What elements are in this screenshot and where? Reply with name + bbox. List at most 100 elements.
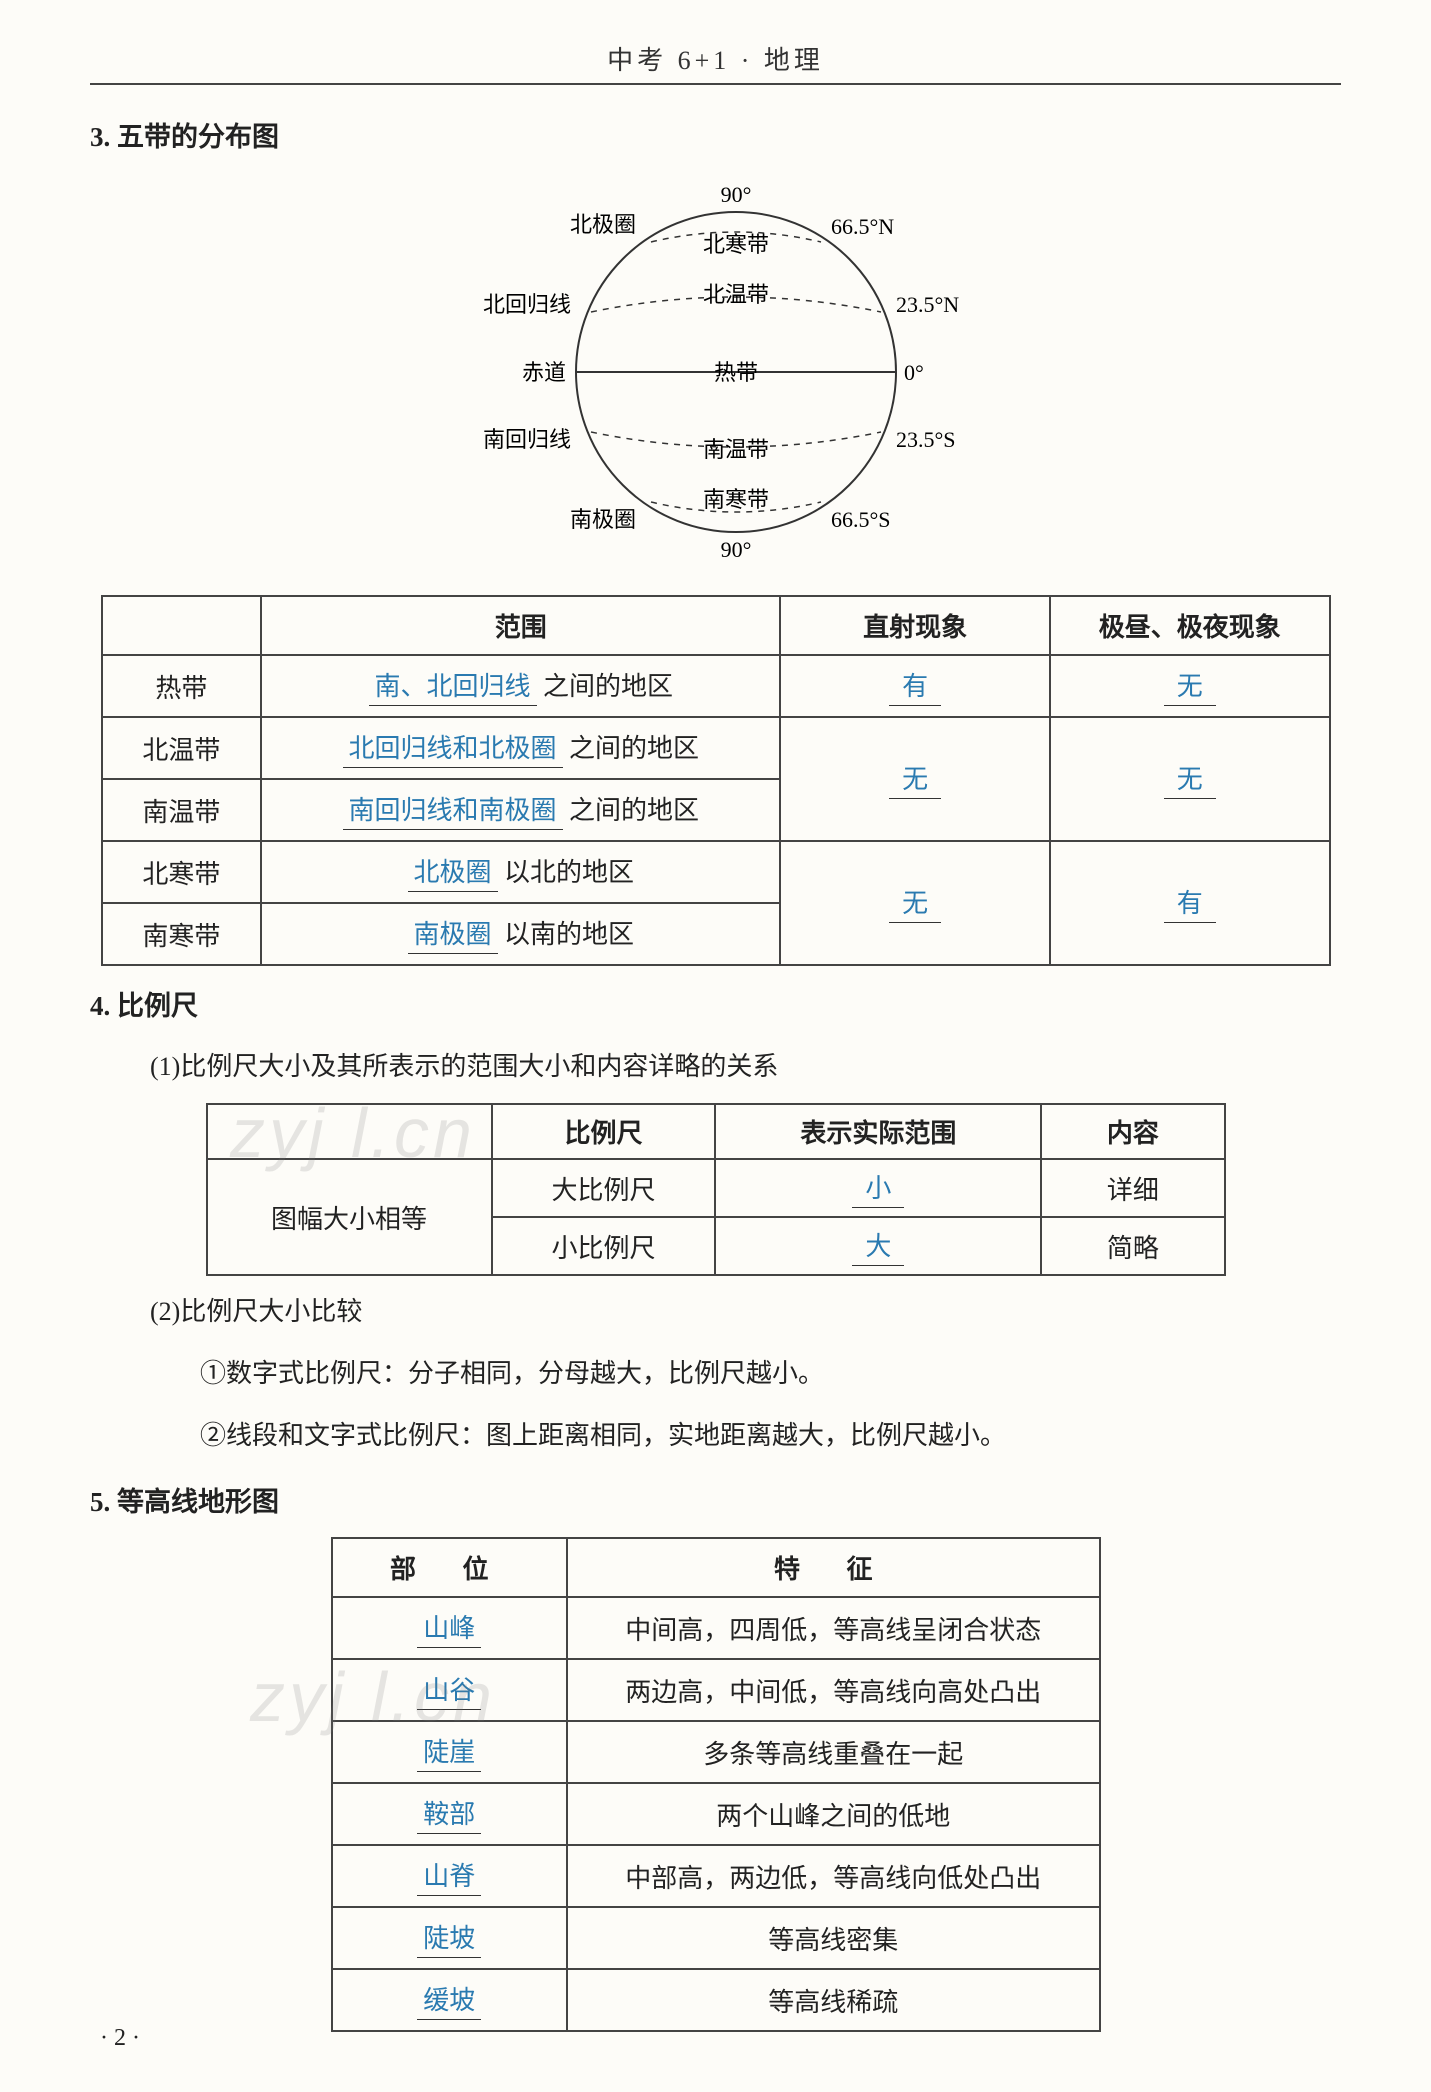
th-content: 内容: [1041, 1104, 1224, 1159]
range-suffix: 之间的地区: [569, 734, 699, 763]
fill-text: 山峰: [417, 1608, 481, 1648]
feat-cell: 等高线稀疏: [567, 1969, 1099, 2031]
row-direct: 无: [780, 717, 1050, 841]
part-cell: 陡崖: [332, 1721, 568, 1783]
content-cell: 详细: [1041, 1159, 1224, 1217]
range-suffix: 之间的地区: [569, 796, 699, 825]
table-row: 陡崖 多条等高线重叠在一起: [332, 1721, 1100, 1783]
row-name: 北温带: [102, 717, 262, 779]
lat-90s: 90°: [720, 537, 751, 562]
table-row: 北温带 北回归线和北极圈 之间的地区 无 无: [102, 717, 1330, 779]
scale-cell: 大比例尺: [492, 1159, 716, 1217]
section-5-title: 5. 等高线地形图: [90, 1480, 1341, 1519]
fill-text: 山脊: [417, 1856, 481, 1896]
fill-text: 南回归线和南极圈: [343, 790, 563, 830]
fill-text: 小: [852, 1168, 904, 1208]
row-range: 南极圈 以南的地区: [261, 903, 780, 965]
section-4-line-b: ②线段和文字式比例尺：图上距离相同，实地距离越大，比例尺越小。: [200, 1410, 1341, 1462]
fill-text: 无: [889, 883, 941, 923]
table-row: 陡坡 等高线密集: [332, 1907, 1100, 1969]
row-direct: 无: [780, 841, 1050, 965]
row-direct: 有: [780, 655, 1050, 717]
th-blank: [102, 596, 262, 655]
fill-text: 大: [852, 1226, 904, 1266]
table-row: 山谷两边高，中间低，等高线向高处凸出: [332, 1659, 1100, 1721]
fill-text: 鞍部: [417, 1794, 481, 1834]
part-cell: 山脊: [332, 1845, 568, 1907]
table-row: 缓坡 等高线稀疏: [332, 1969, 1100, 2031]
page: 中考 6+1 · 地理 3. 五带的分布图 北极圈 北回归线 赤道 南回归线: [0, 0, 1431, 2092]
fill-text: 陡坡: [417, 1918, 481, 1958]
scale-cell: 小比例尺: [492, 1217, 716, 1275]
lat-90n: 90°: [720, 182, 751, 207]
content-cell: 简略: [1041, 1217, 1224, 1275]
fill-text: 北回归线和北极圈: [343, 728, 563, 768]
range-cell: 大: [715, 1217, 1041, 1275]
row-range: 南回归线和南极圈 之间的地区: [261, 779, 780, 841]
row-polar: 无: [1050, 655, 1330, 717]
label-arctic: 北极圈: [569, 212, 635, 237]
row-name: 南寒带: [102, 903, 262, 965]
row-range: 北极圈 以北的地区: [261, 841, 780, 903]
lat-665s: 66.5°S: [831, 507, 891, 532]
section-4-sub1: (1)比例尺大小及其所表示的范围大小和内容详略的关系: [150, 1041, 1341, 1093]
feat-cell: 两个山峰之间的低地: [567, 1783, 1099, 1845]
fill-text: 无: [889, 759, 941, 799]
zone-s-frigid: 南寒带: [702, 487, 768, 512]
fill-text: 北极圈: [408, 852, 498, 892]
section-3-title: 3. 五带的分布图: [90, 115, 1341, 154]
range-suffix: 以北的地区: [504, 858, 634, 887]
th-scale: 比例尺: [492, 1104, 716, 1159]
fill-text: 南、北回归线: [369, 666, 537, 706]
lat-235s: 23.5°S: [896, 427, 956, 452]
lat-235n: 23.5°N: [896, 292, 959, 317]
part-cell: 陡坡: [332, 1907, 568, 1969]
feat-cell: 中间高，四周低，等高线呈闭合状态: [567, 1597, 1099, 1659]
th-direct: 直射现象: [780, 596, 1050, 655]
label-equator: 赤道: [521, 360, 565, 385]
row-name: 北寒带: [102, 841, 262, 903]
table-row: 范围 直射现象 极昼、极夜现象: [102, 596, 1330, 655]
page-header-title: 中考 6+1 · 地理: [90, 40, 1341, 77]
fill-text: 有: [1164, 883, 1216, 923]
fill-text: 陡崖: [417, 1732, 481, 1772]
lat-665n: 66.5°N: [831, 214, 894, 239]
section-4-line-a: ①数字式比例尺：分子相同，分母越大，比例尺越小。: [200, 1348, 1341, 1400]
table-row: 热带 南、北回归线 之间的地区 有 无: [102, 655, 1330, 717]
lefthead: 图幅大小相等: [207, 1159, 492, 1275]
zone-tropic: 热带: [713, 360, 757, 385]
range-cell: 小: [715, 1159, 1041, 1217]
row-polar: 有: [1050, 841, 1330, 965]
table-row: 鞍部 两个山峰之间的低地: [332, 1783, 1100, 1845]
fill-text: 南极圈: [408, 914, 498, 954]
section-4-title: 4. 比例尺: [90, 984, 1341, 1023]
part-cell: 缓坡: [332, 1969, 568, 2031]
table-row: 山峰 中间高，四周低，等高线呈闭合状态: [332, 1597, 1100, 1659]
th-part: 部 位: [332, 1538, 568, 1597]
label-tropic-n: 北回归线: [482, 292, 570, 317]
fill-text: 有: [889, 666, 941, 706]
feat-cell: 等高线密集: [567, 1907, 1099, 1969]
fill-text: 山谷: [417, 1670, 481, 1710]
range-suffix: 之间的地区: [543, 672, 673, 701]
part-cell: 山谷: [332, 1659, 568, 1721]
lat-0: 0°: [904, 360, 924, 385]
table-row: 山脊中部高，两边低，等高线向低处凸出: [332, 1845, 1100, 1907]
part-cell: 鞍部: [332, 1783, 568, 1845]
contour-table: 部 位 特 征 山峰 中间高，四周低，等高线呈闭合状态 山谷两边高，中间低，等高线…: [331, 1537, 1101, 2032]
th-polar: 极昼、极夜现象: [1050, 596, 1330, 655]
section-4-sub2: (2)比例尺大小比较: [150, 1286, 1341, 1338]
zones-diagram: 北极圈 北回归线 赤道 南回归线 南极圈 北寒带 北温带 热带 南温带 南寒带 …: [90, 172, 1341, 577]
table-row: 部 位 特 征: [332, 1538, 1100, 1597]
page-number: · 2 ·: [100, 2025, 140, 2052]
zone-n-temp: 北温带: [702, 282, 768, 307]
row-polar: 无: [1050, 717, 1330, 841]
fill-text: 缓坡: [417, 1980, 481, 2020]
row-range: 南、北回归线 之间的地区: [261, 655, 780, 717]
label-tropic-s: 南回归线: [482, 427, 570, 452]
th-range: 范围: [261, 596, 780, 655]
th-feat: 特 征: [567, 1538, 1099, 1597]
row-name: 南温带: [102, 779, 262, 841]
fill-text: 无: [1164, 666, 1216, 706]
feat-cell: 多条等高线重叠在一起: [567, 1721, 1099, 1783]
